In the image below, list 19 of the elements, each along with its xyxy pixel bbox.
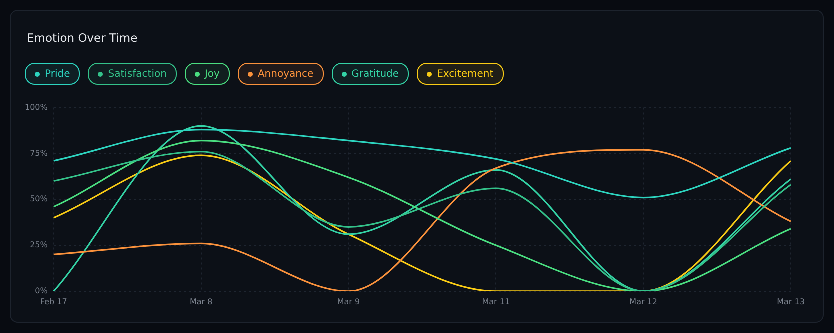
x-tick-label: Mar 13	[777, 297, 805, 306]
x-tick-label: Mar 9	[337, 297, 360, 306]
legend-label: Satisfaction	[108, 68, 167, 80]
legend-label: Joy	[204, 68, 220, 80]
legend-label: Annoyance	[258, 68, 314, 80]
legend-label: Pride	[45, 68, 70, 80]
y-tick-label: 100%	[24, 102, 48, 112]
y-tick-label: 50%	[30, 194, 48, 204]
y-tick-label: 25%	[30, 240, 48, 250]
y-tick-label: 75%	[30, 148, 48, 158]
x-tick-label: Mar 11	[482, 297, 510, 306]
chart-title: Emotion Over Time	[27, 31, 138, 45]
x-tick-label: Feb 17	[40, 297, 68, 306]
legend-label: Gratitude	[352, 68, 400, 80]
line-series	[53, 129, 792, 199]
legend-label: Excitement	[437, 68, 494, 80]
x-tick-label: Mar 8	[190, 297, 213, 306]
x-tick-label: Mar 12	[630, 297, 658, 306]
y-tick-label: 0%	[35, 286, 48, 296]
